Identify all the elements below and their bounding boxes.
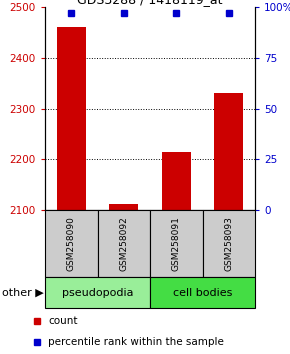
Bar <box>57 27 86 210</box>
Bar <box>150 210 203 277</box>
Text: GSM258091: GSM258091 <box>172 216 181 271</box>
Text: count: count <box>48 316 78 326</box>
Bar <box>45 277 150 308</box>
Bar <box>109 204 138 210</box>
Bar <box>215 93 243 210</box>
Bar <box>45 210 97 277</box>
Text: GSM258090: GSM258090 <box>67 216 76 271</box>
Text: pseudopodia: pseudopodia <box>62 287 133 298</box>
Bar <box>203 210 255 277</box>
Title: GDS3288 / 1418119_at: GDS3288 / 1418119_at <box>77 0 223 6</box>
Bar <box>150 277 255 308</box>
Text: percentile rank within the sample: percentile rank within the sample <box>48 337 224 347</box>
Text: GSM258093: GSM258093 <box>224 216 233 271</box>
Text: GSM258092: GSM258092 <box>119 216 128 271</box>
Bar <box>162 152 191 210</box>
Bar <box>97 210 150 277</box>
Text: cell bodies: cell bodies <box>173 287 232 298</box>
Text: other ▶: other ▶ <box>2 287 44 298</box>
